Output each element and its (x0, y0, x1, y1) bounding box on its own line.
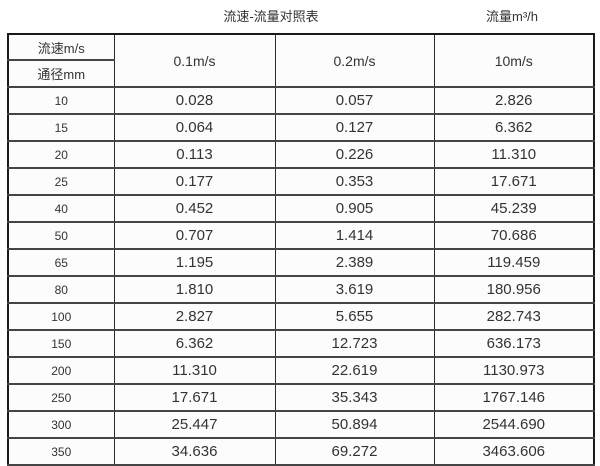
diameter-cell: 40 (7, 194, 114, 222)
flow-cell-02ms: 12.723 (274, 329, 434, 357)
flow-cell-01ms: 0.064 (113, 113, 275, 141)
flow-cell-02ms: 5.655 (274, 302, 434, 330)
flow-cell-10ms: 6.362 (433, 113, 594, 141)
flow-unit-label: 流量m³/h (485, 9, 539, 24)
header-row-bottom: 通径mm (7, 59, 594, 87)
flow-cell-02ms: 0.127 (274, 113, 434, 141)
diameter-cell: 65 (7, 248, 114, 276)
flow-cell-10ms: 11.310 (433, 140, 594, 168)
table-row: 25 0.177 0.353 17.671 (7, 167, 594, 195)
table-row: 65 1.195 2.389 119.459 (7, 248, 594, 276)
flow-cell-10ms: 2.826 (433, 86, 594, 114)
flow-cell-10ms: 3463.606 (433, 437, 594, 465)
table-row: 20 0.113 0.226 11.310 (7, 140, 594, 168)
flow-cell-02ms: 2.389 (274, 248, 434, 276)
flow-cell-02ms: 3.619 (274, 275, 434, 303)
table-row: 350 34.636 69.272 3463.606 (7, 437, 594, 465)
diameter-cell: 50 (7, 221, 114, 249)
flow-cell-02ms: 50.894 (274, 410, 434, 438)
flow-cell-01ms: 0.177 (113, 167, 275, 195)
diameter-cell: 200 (7, 356, 114, 384)
table-title: 流速-流量对照表 (223, 9, 319, 24)
flow-cell-02ms: 1.414 (274, 221, 434, 249)
flow-cell-10ms: 180.956 (433, 275, 594, 303)
corner-diameter-label: 通径mm (7, 59, 114, 87)
diameter-cell: 15 (7, 113, 114, 141)
flow-cell-01ms: 17.671 (113, 383, 275, 411)
flow-cell-01ms: 0.452 (113, 194, 275, 222)
header-row-top: 流速m/s 0.1m/s 0.2m/s 10m/s (7, 34, 594, 87)
diameter-cell: 20 (7, 140, 114, 168)
table-row: 100 2.827 5.655 282.743 (7, 302, 594, 330)
flow-rate-table: 流速m/s 0.1m/s 0.2m/s 10m/s 通径mm 10 0.028 … (7, 33, 595, 466)
table-row: 300 25.447 50.894 2544.690 (7, 410, 594, 438)
table-row: 15 0.064 0.127 6.362 (7, 113, 594, 141)
flow-cell-10ms: 636.173 (433, 329, 594, 357)
flow-cell-01ms: 0.028 (113, 86, 275, 114)
diameter-cell: 350 (7, 437, 114, 465)
flow-cell-10ms: 17.671 (433, 167, 594, 195)
flow-cell-10ms: 1767.146 (433, 383, 594, 411)
flow-cell-01ms: 34.636 (113, 437, 275, 465)
table-row: 10 0.028 0.057 2.826 (7, 86, 594, 114)
flow-cell-02ms: 0.057 (274, 86, 434, 114)
col-header-0-2ms: 0.2m/s (274, 34, 434, 87)
flow-cell-01ms: 0.707 (113, 221, 275, 249)
corner-velocity-label: 流速m/s (7, 34, 114, 60)
flow-cell-01ms: 1.195 (113, 248, 275, 276)
diameter-cell: 10 (7, 86, 114, 114)
flow-cell-02ms: 22.619 (274, 356, 434, 384)
flow-cell-02ms: 0.353 (274, 167, 434, 195)
flow-cell-01ms: 0.113 (113, 140, 275, 168)
table-row: 200 11.310 22.619 1130.973 (7, 356, 594, 384)
flow-cell-01ms: 2.827 (113, 302, 275, 330)
flow-cell-01ms: 6.362 (113, 329, 275, 357)
diameter-cell: 250 (7, 383, 114, 411)
flow-cell-01ms: 11.310 (113, 356, 275, 384)
diameter-cell: 80 (7, 275, 114, 303)
flow-cell-02ms: 69.272 (274, 437, 434, 465)
flow-cell-02ms: 0.905 (274, 194, 434, 222)
flow-cell-10ms: 2544.690 (433, 410, 594, 438)
table-row: 250 17.671 35.343 1767.146 (7, 383, 594, 411)
table-row: 80 1.810 3.619 180.956 (7, 275, 594, 303)
flow-cell-10ms: 119.459 (433, 248, 594, 276)
table-row: 50 0.707 1.414 70.686 (7, 221, 594, 249)
diameter-cell: 25 (7, 167, 114, 195)
flow-cell-10ms: 282.743 (433, 302, 594, 330)
table-row: 40 0.452 0.905 45.239 (7, 194, 594, 222)
flow-cell-01ms: 1.810 (113, 275, 275, 303)
table-row: 150 6.362 12.723 636.173 (7, 329, 594, 357)
flow-cell-02ms: 35.343 (274, 383, 434, 411)
flow-cell-01ms: 25.447 (113, 410, 275, 438)
flow-cell-10ms: 70.686 (433, 221, 594, 249)
diameter-cell: 100 (7, 302, 114, 330)
col-header-10ms: 10m/s (433, 34, 594, 87)
col-header-0-1ms: 0.1m/s (113, 34, 275, 87)
diameter-cell: 150 (7, 329, 114, 357)
flow-cell-10ms: 1130.973 (433, 356, 594, 384)
diameter-cell: 300 (7, 410, 114, 438)
flow-cell-10ms: 45.239 (433, 194, 594, 222)
flow-cell-02ms: 0.226 (274, 140, 434, 168)
